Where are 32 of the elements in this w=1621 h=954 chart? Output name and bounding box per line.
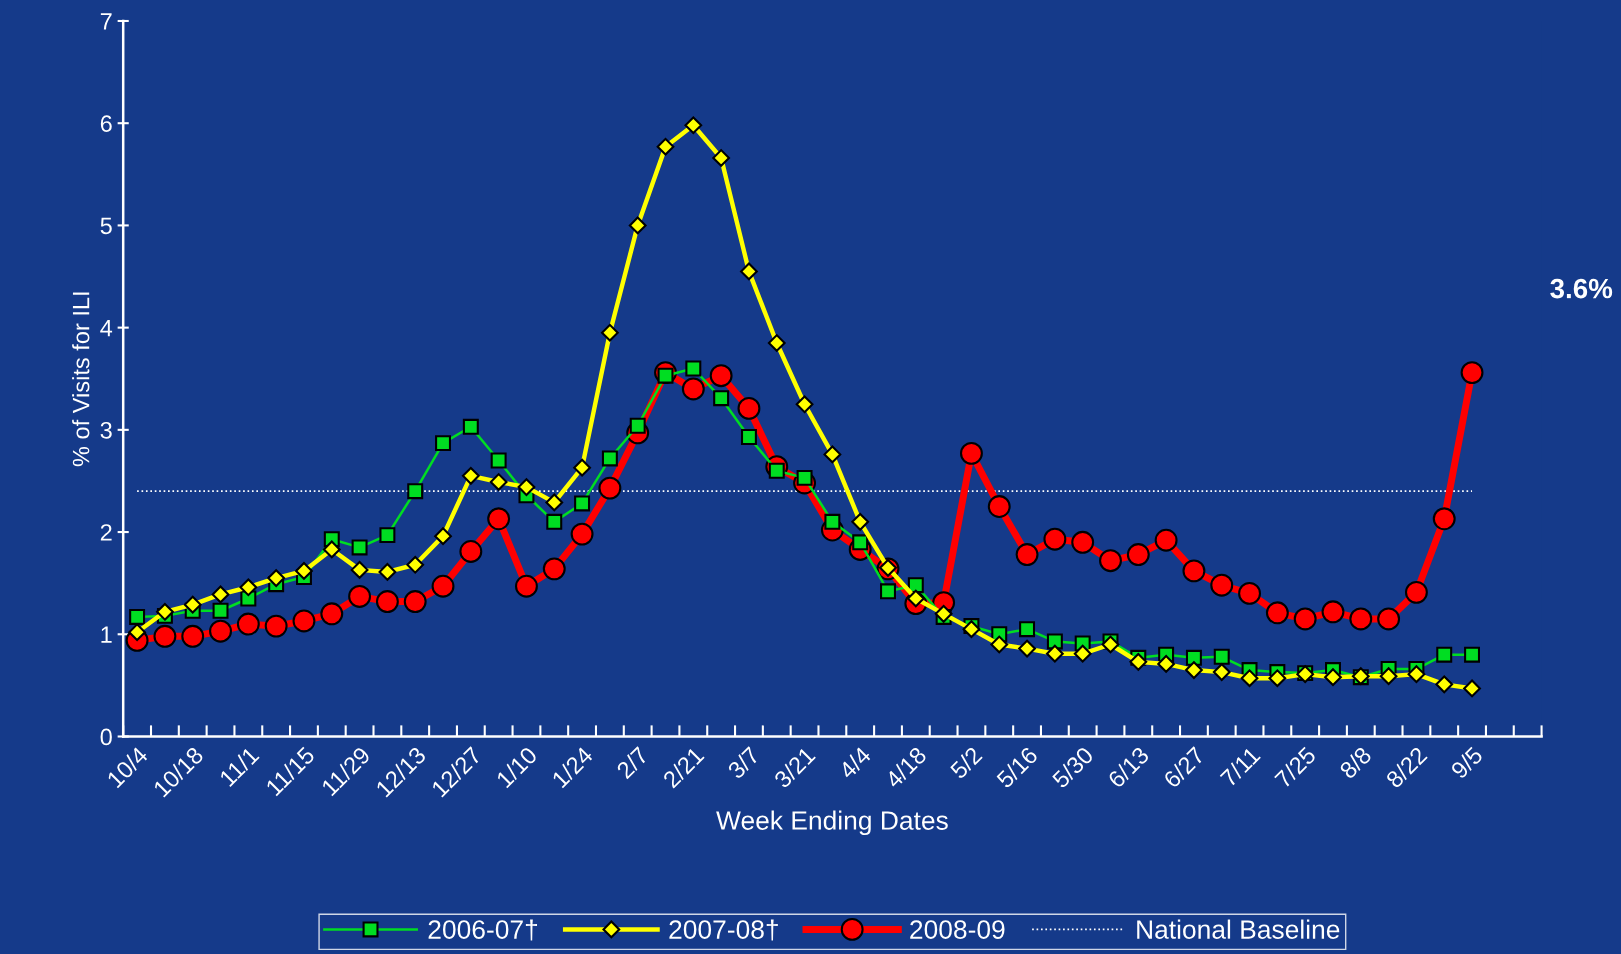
x-tick-label: 5/16 <box>995 745 1039 789</box>
x-tick-label: 5/30 <box>1050 745 1095 789</box>
x-tick-label: 9/5 <box>1449 745 1484 780</box>
legend-label: National Baseline <box>1137 919 1340 939</box>
text: 3.6% <box>1550 278 1613 299</box>
y-tick-label: 5 <box>100 217 112 235</box>
x-tick-label: 1/10 <box>495 745 539 789</box>
y-axis-title: % of Visits for ILI <box>72 292 90 467</box>
legend-label: 2008-09 <box>910 920 1005 939</box>
y-tick-label: 1 <box>101 626 112 643</box>
y-tick-label: 4 <box>100 319 113 337</box>
y-tick-label: 7 <box>100 13 112 30</box>
x-tick-label: 8/8 <box>1338 745 1373 780</box>
x-axis-title: Week Ending Dates <box>716 810 948 836</box>
y-tick-label: 6 <box>100 115 112 132</box>
x-tick-label: 4/18 <box>883 745 928 790</box>
x-tick-label: 8/22 <box>1384 745 1428 789</box>
y-tick-label: 3 <box>100 421 112 439</box>
x-tick-label: 7/11 <box>1219 745 1261 788</box>
x-tick-label: 4/4 <box>837 745 872 780</box>
legend-label: 2006-07† <box>428 919 538 941</box>
y-tick-label: 2 <box>100 524 112 541</box>
x-tick-label: 5/2 <box>948 745 983 780</box>
x-tick-label: 2/7 <box>615 745 650 780</box>
legend-label: 2007-08† <box>669 919 778 941</box>
x-tick-label: 11/1 <box>218 745 260 788</box>
x-tick-label: 2/21 <box>661 745 705 789</box>
x-tick-label: 3/21 <box>772 745 817 789</box>
y-tick-label: 0 <box>100 728 112 746</box>
x-tick-label: 7/25 <box>1273 745 1317 789</box>
x-tick-label: 6/13 <box>1106 745 1150 789</box>
x-tick-label: 3/7 <box>726 745 761 780</box>
